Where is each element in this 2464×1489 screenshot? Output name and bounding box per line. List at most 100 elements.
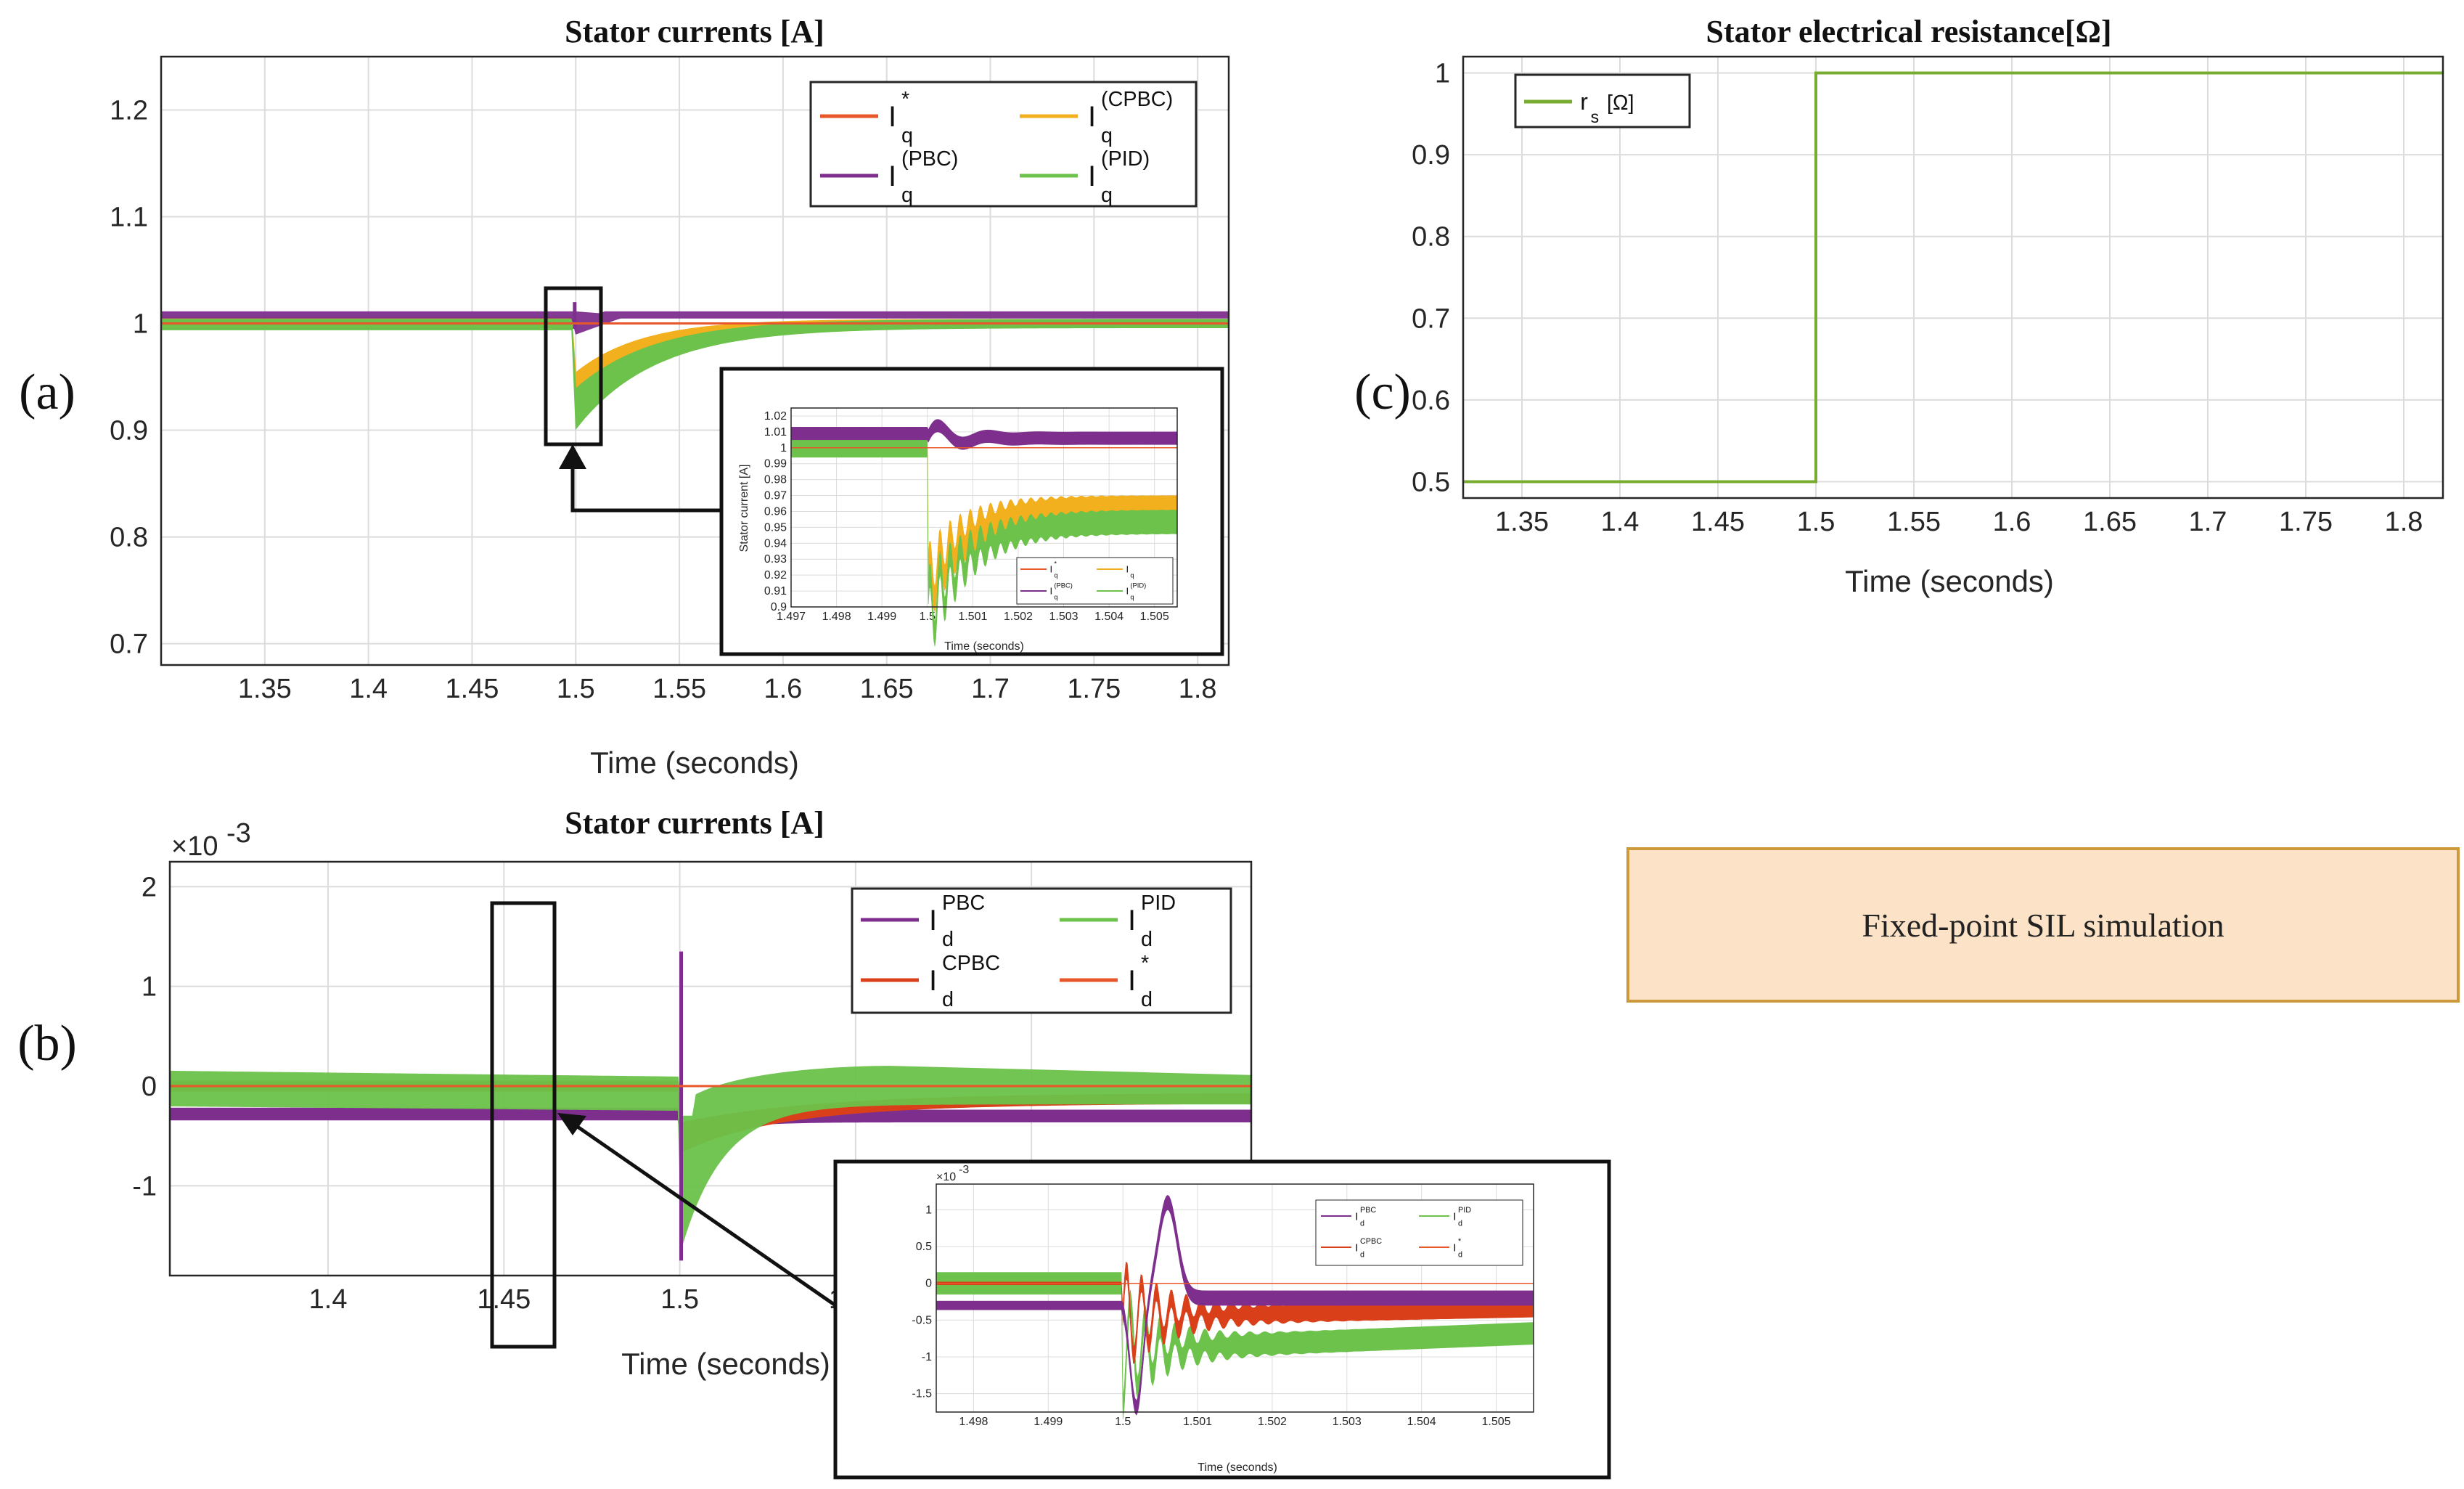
x-tick-label: 1.35 (1495, 507, 1549, 537)
x-tick-label: 1.55 (1887, 507, 1941, 537)
x-tick-label: 1.35 (238, 674, 292, 704)
y-tick-label: 0.92 (764, 569, 787, 582)
y-tick-label: -0.5 (912, 1314, 932, 1326)
legend-entry-superscript: PBC (1360, 1206, 1376, 1215)
x-tick-label: 1.504 (1094, 611, 1123, 623)
y-tick-label: 2 (142, 872, 157, 902)
legend-entry-subscript: d (1141, 988, 1153, 1011)
legend: rs [Ω] (1514, 73, 1691, 128)
legend-entry-subscript: q (1054, 572, 1057, 579)
legend-entry-label: r (1580, 89, 1588, 115)
chart-title: Stator currents [A] (565, 805, 824, 841)
legend-entry-superscript: PID (1458, 1206, 1471, 1215)
zoom-arrow-b (572, 1122, 837, 1308)
legend-entry-label: I (1453, 1210, 1456, 1223)
series-rs (1463, 71, 2443, 484)
legend-entry-subscript: q (1130, 594, 1134, 601)
legend-entry-subscript: q (901, 184, 913, 207)
legend-entry-superscript: (PID) (1101, 147, 1150, 171)
legend-entry-subscript: q (901, 124, 913, 147)
axes-frame (936, 1183, 1534, 1413)
legend-entry-superscript: * (1054, 560, 1057, 567)
x-tick-label: 1.6 (1993, 507, 2031, 537)
legend-entry-superscript: * (901, 88, 909, 111)
x-tick-label: 1.45 (477, 1284, 531, 1315)
legend-entry-label: I (1453, 1241, 1456, 1254)
x-tick-label: 1.4 (1601, 507, 1640, 537)
axes-frame (160, 55, 1230, 666)
axes-frame (790, 407, 1178, 608)
legend-entry-superscript: (PBC) (901, 147, 958, 171)
x-tick-label: 1.5 (557, 674, 595, 704)
legend-entry-label: I (929, 965, 937, 997)
y-tick-label: 0 (925, 1278, 932, 1290)
series-group (169, 951, 1252, 1261)
x-tick-label: 1.499 (1034, 1416, 1063, 1428)
legend-entry-label: I (1126, 564, 1129, 575)
legend-entry-subscript: d (1458, 1220, 1462, 1228)
panel-label-b: (b) (17, 1016, 77, 1072)
panel-label-c: (c) (1354, 364, 1411, 420)
y-tick-label: 0.99 (764, 458, 787, 470)
legend-entry-superscript: (PID) (1130, 582, 1146, 589)
legend-entry-label: I (1050, 564, 1053, 575)
chart-title: Stator currents [A] (565, 14, 824, 49)
y-tick-label: 0.8 (1412, 222, 1450, 253)
axes-a-inset: 1.497 1.498 1.499 1.5 1.501 1.502 1.503 1.504 1.… (738, 407, 1178, 653)
x-tick-label: 1.498 (822, 611, 851, 623)
x-tick-label: 1.502 (1004, 611, 1033, 623)
y-tick-label: 1.2 (110, 96, 148, 126)
x-axis-label: Time (seconds) (590, 746, 799, 780)
y-tick-label: 0.9 (110, 416, 148, 446)
chart-title: Stator electrical resistance[Ω] (1706, 14, 2112, 49)
legend-entry-label: I (1355, 1241, 1358, 1254)
x-tick-label: 1.505 (1140, 611, 1169, 623)
y-exponent-power: -3 (226, 818, 251, 849)
axes-frame (1462, 55, 2444, 499)
x-tick-label: 1.5 (1115, 1416, 1131, 1428)
x-tick-label: 1.8 (2385, 507, 2423, 537)
y-tick-label: 0.91 (764, 585, 787, 597)
x-tick-label: 1.7 (2189, 507, 2227, 537)
y-tick-label: 0.95 (764, 521, 787, 534)
legend-entry-label: I (888, 160, 896, 192)
zoom-arrowhead-a (559, 444, 586, 469)
x-tick-label: 1.503 (1049, 611, 1078, 623)
x-axis-label: Time (seconds) (1198, 1461, 1277, 1474)
legend-entry-label: I (1128, 905, 1136, 937)
legend-entry-label: I (1355, 1210, 1358, 1223)
y-tick-label: 1 (133, 309, 148, 340)
axes-b-inset: 1.498 1.499 1.5 1.501 1.502 1.503 1.504 1.505 -1… (912, 1164, 1534, 1474)
x-axis-label: Time (seconds) (944, 640, 1024, 653)
legend-entry-superscript: PBC (942, 892, 985, 915)
legend-entry-subscript: d (1360, 1220, 1364, 1228)
legend-entry-superscript: CPBC (942, 952, 1000, 975)
note-box: Fixed-point SIL simulation (1626, 847, 2460, 1003)
y-tick-label: 0.5 (916, 1241, 932, 1253)
y-tick-label: 0.9 (1412, 140, 1450, 171)
x-tick-label: 1.55 (652, 674, 706, 704)
y-tick-label: 0.7 (1412, 303, 1450, 334)
x-axis-label: Time (seconds) (1845, 564, 2054, 598)
legend-entry-subscript: q (1101, 124, 1113, 147)
legend-entry-label: I (1088, 101, 1096, 133)
legend-box (809, 81, 1198, 208)
x-tick-label: 1.503 (1333, 1416, 1362, 1428)
x-axis-label: Time (seconds) (621, 1347, 830, 1381)
x-tick-label: 1.75 (2279, 507, 2333, 537)
legend-box (851, 887, 1232, 1014)
y-exponent-power: -3 (959, 1164, 969, 1176)
y-tick-label: -1 (132, 1171, 157, 1202)
legend-entry-subscript: q (1101, 184, 1113, 207)
legend-entry-unit: [Ω] (1607, 91, 1634, 115)
legend-entry-label: I (1088, 160, 1096, 192)
y-tick-label: 0.98 (764, 474, 787, 486)
legend-entry-subscript: q (1130, 572, 1134, 579)
legend-entry-superscript: * (1141, 952, 1149, 975)
panel-label-a: (a) (19, 364, 75, 420)
y-tick-label: 0.93 (764, 553, 787, 566)
y-tick-label: 0.97 (764, 490, 787, 502)
